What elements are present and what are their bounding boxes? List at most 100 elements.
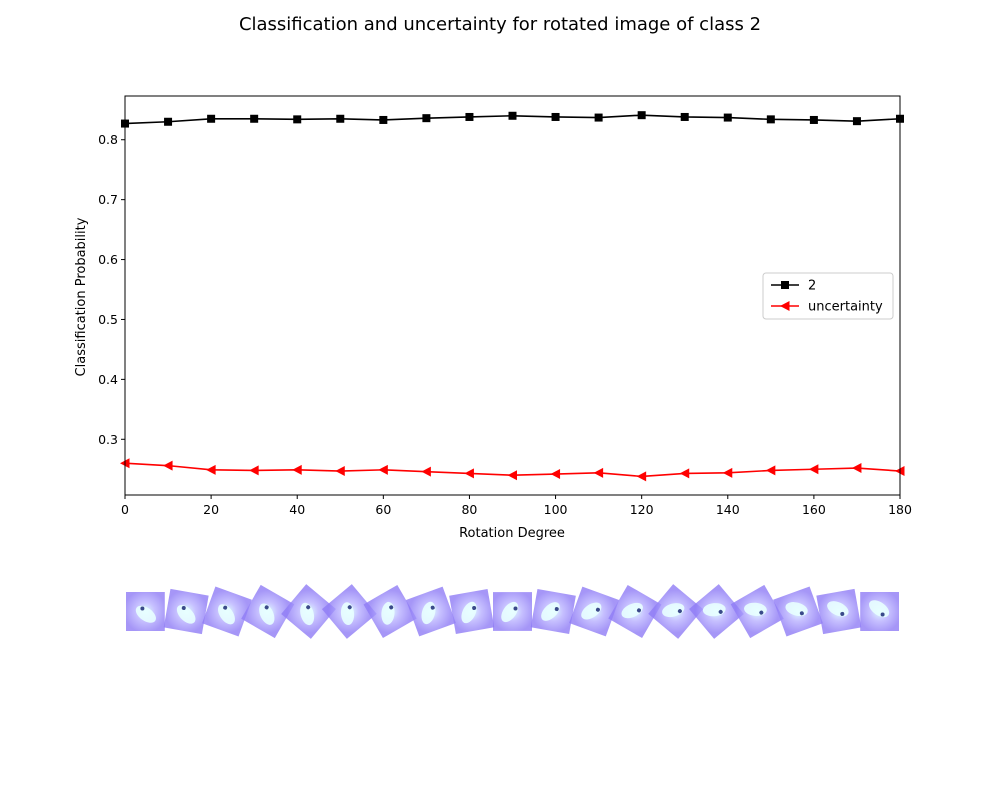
data-point [636, 471, 647, 482]
thumbnail-image [163, 588, 209, 635]
data-point [593, 467, 604, 478]
data-point [851, 463, 862, 474]
thumbnail-image [569, 586, 620, 637]
x-tick-label: 180 [888, 502, 912, 517]
data-point [207, 114, 216, 123]
thumbnail-stroke [135, 605, 156, 623]
thumbnail-dot [840, 611, 845, 616]
thumbnail-dot [306, 605, 311, 610]
legend-marker [781, 281, 789, 289]
data-point [163, 460, 173, 471]
thumbnail-stroke [176, 605, 196, 624]
data-point [508, 111, 517, 120]
data-point [292, 464, 302, 475]
thumbnail-dot [513, 606, 518, 611]
data-point [507, 470, 517, 481]
thumbnail-image [449, 589, 495, 634]
legend-marker [780, 301, 790, 311]
data-point [551, 112, 560, 121]
y-tick-label: 0.8 [98, 132, 118, 147]
thumbnail-image [321, 584, 377, 639]
thumbnail-image [730, 584, 784, 639]
thumbnail-dot [799, 611, 804, 616]
thumbnail-image [202, 586, 252, 637]
thumbnail-image [689, 584, 744, 639]
legend-label: uncertainty [808, 300, 883, 315]
x-tick-label: 20 [203, 502, 219, 517]
data-point [766, 115, 775, 124]
x-tick-label: 100 [544, 502, 568, 517]
thumbnail-image [648, 584, 704, 639]
x-tick-label: 140 [716, 502, 740, 517]
thumbnail-dot [880, 612, 885, 617]
data-point [722, 467, 733, 478]
y-tick-label: 0.6 [98, 252, 118, 267]
data-point [723, 113, 732, 122]
data-point [808, 464, 819, 475]
data-point [550, 469, 561, 480]
x-tick-label: 0 [121, 502, 129, 517]
thumbnail-dot [759, 610, 764, 615]
data-point [465, 112, 474, 121]
x-tick-label: 80 [461, 502, 477, 517]
thumbnail-stroke [662, 603, 685, 618]
thumbnail-dot [636, 608, 641, 613]
thumbnail-dot [389, 605, 394, 610]
thumbnail-dot [718, 609, 723, 614]
x-tick-label: 60 [375, 502, 391, 517]
thumbnail-dot [472, 606, 477, 611]
data-point [250, 114, 259, 123]
data-point [680, 112, 689, 121]
thumbnail-image [816, 588, 862, 635]
thumbnail-stroke [259, 603, 275, 625]
thumbnail-dot [677, 609, 682, 614]
data-point [378, 464, 388, 475]
thumbnail-image [860, 592, 900, 631]
thumbnail-dot [140, 606, 145, 611]
y-tick-label: 0.5 [98, 312, 118, 327]
y-tick-label: 0.7 [98, 192, 118, 207]
thumbnail-stroke [218, 604, 235, 625]
data-point [164, 117, 173, 126]
chart-title: Classification and uncertainty for rotat… [239, 14, 761, 35]
x-tick-label: 160 [802, 502, 826, 517]
legend: 2 uncertainty [762, 272, 894, 320]
thumbnail-dot [181, 606, 186, 611]
thumbnail-image [241, 584, 295, 639]
thumbnail-dot [223, 605, 228, 610]
thumbnail-stroke [541, 602, 560, 621]
y-tick-label: 0.3 [98, 432, 118, 447]
data-point [422, 114, 431, 123]
data-point [594, 113, 603, 122]
thumbnail-stroke [869, 600, 890, 618]
thumbnail-stroke [300, 602, 315, 626]
x-tick-label: 40 [289, 502, 305, 517]
x-tick-label: 120 [630, 502, 654, 517]
thumbnail-dot [554, 607, 559, 612]
thumbnail-dot [347, 605, 352, 610]
data-point [464, 468, 474, 479]
thumbnail-image [493, 592, 532, 631]
data-point [206, 464, 216, 475]
y-axis-label: Classification Probability [74, 217, 89, 376]
data-point [249, 465, 259, 476]
thumbnail-image [773, 586, 823, 637]
thumbnail-image [608, 584, 662, 639]
data-point [637, 111, 646, 120]
thumbnail-image [281, 584, 336, 639]
data-point [335, 466, 345, 477]
thumbnail-image [126, 592, 165, 631]
plot-area: 0 20 40 60 80 100 120 140 160 180 0.3 0.4 0.5 0.6 0.7 0… [98, 95, 912, 517]
thumbnail-dot [430, 605, 435, 610]
thumbnail-stroke [621, 602, 643, 619]
x-axis-label: Rotation Degree [459, 526, 565, 541]
thumbnail-stroke [501, 601, 519, 623]
data-point [679, 468, 690, 479]
thumbnail-stroke [581, 602, 602, 620]
thumbnail-dot [595, 607, 600, 612]
data-point [852, 117, 861, 126]
data-point [293, 115, 302, 124]
thumbnail-image [405, 586, 456, 637]
data-point [379, 115, 388, 124]
